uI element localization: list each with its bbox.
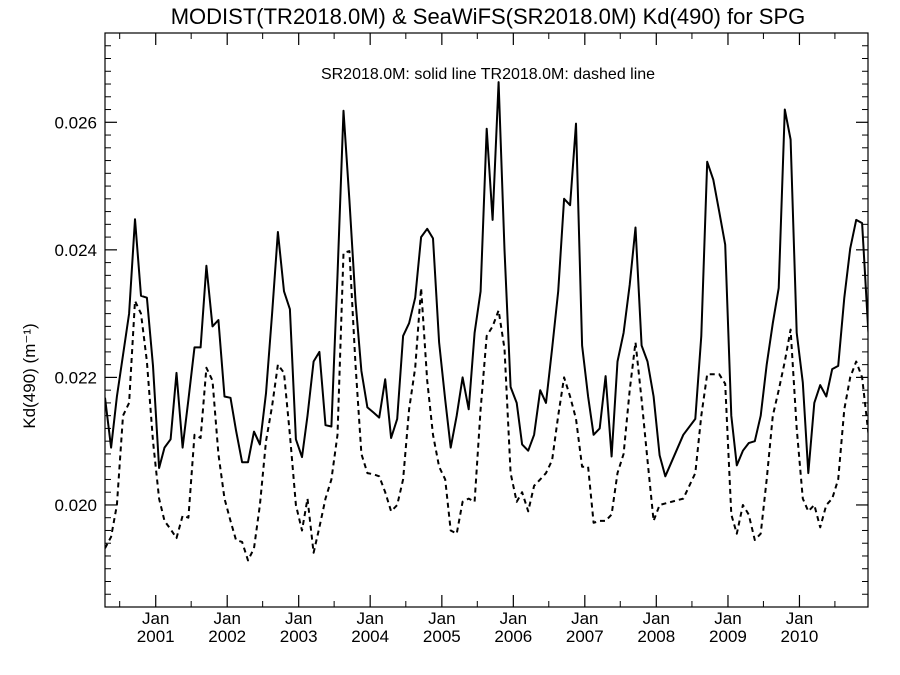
x-tick-label-month: Jan <box>142 609 169 628</box>
y-axis: 0.020 0.022 0.024 0.026 <box>54 32 868 608</box>
chart-title: MODIST(TR2018.0M) & SeaWiFS(SR2018.0M) K… <box>171 4 806 29</box>
x-tick-label-year: 2003 <box>280 627 318 646</box>
x-tick-label-year: 2004 <box>351 627 389 646</box>
y-tick-label: 0.020 <box>54 496 97 515</box>
x-tick-label-month: Jan <box>428 609 455 628</box>
x-tick-label-year: 2007 <box>566 627 604 646</box>
x-tick-label-month: Jan <box>213 609 240 628</box>
x-tick-label-year: 2008 <box>637 627 675 646</box>
x-tick-label-month: Jan <box>285 609 312 628</box>
y-tick-label: 0.024 <box>54 241 97 260</box>
x-tick-label-year: 2010 <box>781 627 819 646</box>
x-tick-label-year: 2006 <box>494 627 532 646</box>
x-tick-label-month: Jan <box>500 609 527 628</box>
plot-frame <box>104 32 869 608</box>
y-tick-label: 0.022 <box>54 368 97 387</box>
x-tick-label-year: 2005 <box>423 627 461 646</box>
x-tick-label-year: 2002 <box>208 627 246 646</box>
x-tick-label-year: 2009 <box>709 627 747 646</box>
series-layer <box>105 81 868 562</box>
series-line-tr2018-0m <box>105 250 868 562</box>
x-tick-label-year: 2001 <box>137 627 175 646</box>
series-line-sr2018-0m <box>105 81 868 478</box>
legend-annotation: SR2018.0M: solid line TR2018.0M: dashed … <box>321 66 655 83</box>
x-axis: Jan2001Jan2002Jan2003Jan2004Jan2005Jan20… <box>119 33 836 646</box>
y-axis-label: Kd(490) (m⁻¹) <box>20 323 39 428</box>
y-tick-label: 0.026 <box>54 113 97 132</box>
x-tick-label-month: Jan <box>643 609 670 628</box>
x-tick-label-month: Jan <box>571 609 598 628</box>
x-tick-label-month: Jan <box>714 609 741 628</box>
x-tick-label-month: Jan <box>786 609 813 628</box>
x-tick-label-month: Jan <box>356 609 383 628</box>
